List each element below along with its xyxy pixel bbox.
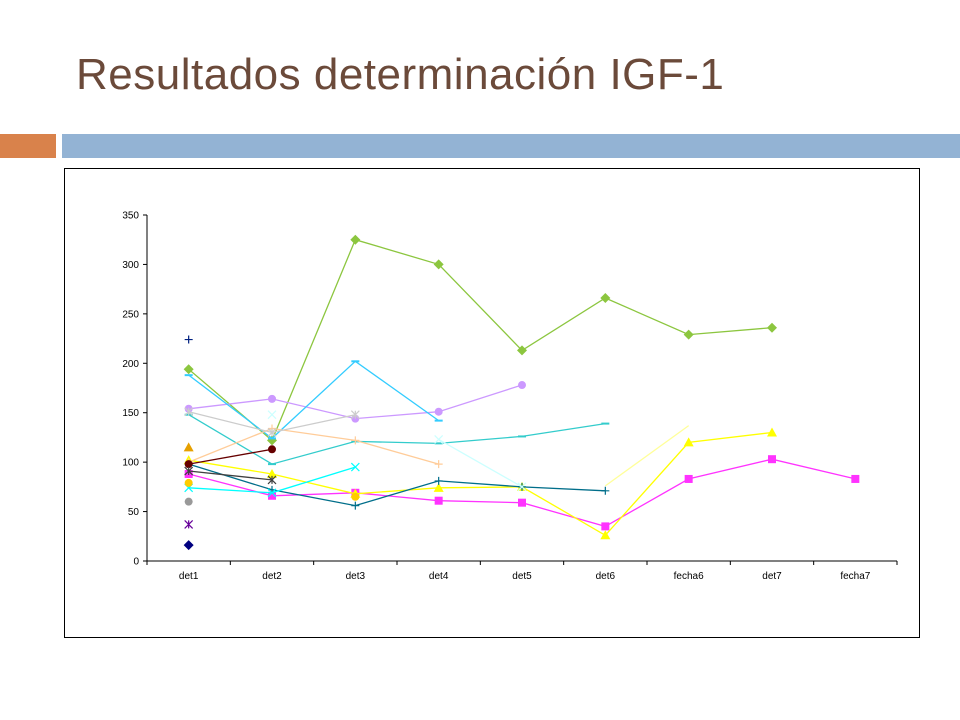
series-14-point [267, 475, 277, 485]
series-13-point [268, 445, 276, 454]
series-line-9 [188, 427, 439, 465]
series-12-point [267, 410, 277, 420]
series-2-point [518, 498, 526, 507]
accent-bar-orange [0, 134, 56, 158]
series-2-point [684, 474, 693, 483]
series-1-point [683, 329, 694, 340]
x-tick-label: det2 [262, 571, 282, 582]
series-5-point [268, 394, 276, 403]
series-1-point [767, 322, 777, 333]
series-line-1 [188, 238, 773, 442]
x-tick-label: det7 [762, 571, 782, 582]
series-line-12 [438, 438, 523, 488]
series-20-point [183, 540, 194, 551]
series-1-point [350, 234, 361, 245]
series-2-point [768, 455, 776, 464]
series-3-point [767, 427, 777, 437]
series-12-point [434, 434, 444, 444]
y-tick-label: 200 [122, 359, 139, 370]
series-12-point [517, 482, 527, 492]
series-9-point [434, 460, 443, 469]
y-tick-label: 350 [122, 211, 139, 222]
series-1-point [433, 259, 444, 270]
chart-frame: 0 50 100 150 200 250 300 350 det1 det2 det3 det4 det… [64, 168, 920, 638]
x-tick-label: det6 [596, 571, 616, 582]
x-tick-label: det3 [346, 571, 366, 582]
accent-bar-blue [62, 134, 960, 158]
series-3-point [267, 469, 277, 479]
y-tick-label: 0 [133, 557, 139, 568]
series-11-point [350, 462, 360, 472]
series-1-point [517, 345, 527, 356]
series-15-point [184, 478, 193, 487]
x-tick-label: fecha6 [674, 571, 704, 582]
series-14-point [184, 466, 194, 476]
y-tick-label: 100 [122, 458, 139, 469]
slide-title: Resultados determinación IGF-1 [76, 50, 725, 99]
series-5-point [434, 407, 443, 416]
x-tick-label: det5 [512, 571, 532, 582]
line-chart: 0 50 100 150 200 250 300 350 det1 det2 det3 det4 det… [122, 211, 898, 582]
series-8-point [601, 486, 610, 495]
series-line-7 [188, 360, 440, 440]
series-line-8 [188, 463, 606, 507]
x-tick-label: det1 [179, 571, 199, 582]
series-9-point [351, 436, 360, 445]
series-8-point [351, 501, 360, 510]
series-2-point [434, 496, 443, 505]
series-16-point [184, 335, 193, 344]
series-3-point [600, 530, 611, 540]
series-19-point [184, 519, 194, 529]
series-18-point [184, 497, 193, 506]
series-line-13 [188, 448, 273, 465]
series-line-14 [188, 470, 273, 481]
y-tick-label: 150 [122, 408, 139, 419]
series-1-point [600, 293, 611, 304]
series-2-point [601, 522, 610, 531]
series-5-point [518, 381, 526, 390]
series-2-point [268, 491, 276, 500]
series-10-point [350, 410, 360, 420]
series-8-point [434, 476, 443, 485]
series-15-point [351, 492, 360, 501]
series-line-3 [188, 431, 773, 537]
series-13-point [184, 460, 193, 469]
series-3-point [683, 437, 694, 447]
series-17-point [183, 442, 194, 452]
series-line-6 [188, 414, 606, 465]
y-tick-label: 250 [122, 309, 139, 320]
x-tick-label: fecha7 [840, 571, 870, 582]
series-1-point [183, 364, 194, 375]
series-3-point [433, 482, 444, 492]
series-11-point [267, 488, 277, 498]
series-line-4 [604, 425, 690, 487]
y-tick-label: 50 [128, 507, 140, 518]
series-10-point [267, 428, 277, 437]
y-tick-label: 300 [122, 260, 139, 271]
x-tick-label: det4 [429, 571, 449, 582]
series-10-point [184, 407, 194, 417]
series-2-point [851, 474, 860, 483]
